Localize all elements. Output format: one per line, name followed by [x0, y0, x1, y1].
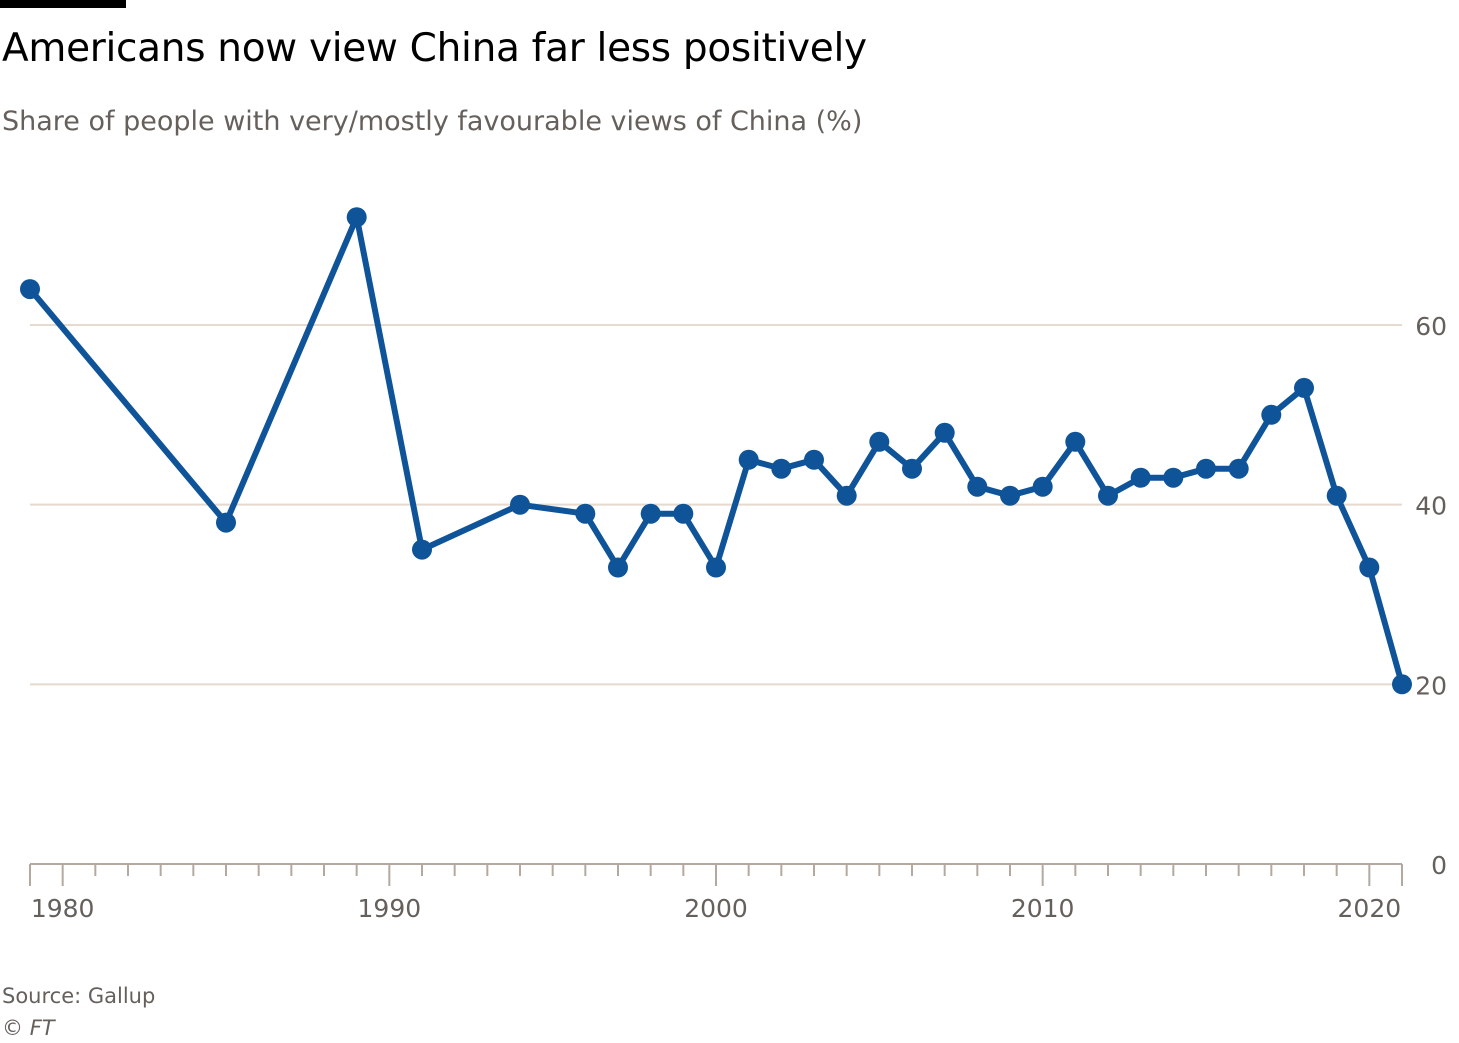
x-tick-label: 2010	[1011, 894, 1075, 923]
data-point-2007	[934, 422, 955, 443]
data-point-2011	[1065, 431, 1086, 452]
x-tick-label: 2020	[1338, 894, 1402, 923]
data-point-2014	[1163, 467, 1184, 488]
y-tick-label: 40	[1415, 492, 1447, 521]
data-point-2020	[1359, 557, 1380, 578]
copyright-note: © FT	[2, 1016, 55, 1040]
data-point-2000	[706, 557, 726, 578]
data-point-1994	[510, 494, 530, 515]
data-point-1985	[216, 512, 236, 533]
data-point-2015	[1196, 458, 1216, 479]
data-point-1991	[412, 539, 432, 560]
data-point-1997	[608, 557, 628, 578]
data-point-2001	[738, 449, 759, 470]
y-tick-label: 60	[1415, 312, 1447, 341]
brand-bar	[0, 0, 126, 8]
data-point-2009	[1000, 485, 1020, 506]
x-tick-label: 1990	[358, 894, 422, 923]
x-tick-label: 1980	[31, 894, 95, 923]
data-point-2006	[902, 458, 922, 479]
data-point-2016	[1228, 458, 1249, 479]
x-tick-label: 2000	[684, 894, 748, 923]
gridlines	[30, 324, 1402, 686]
y-tick-label: 0	[1431, 851, 1447, 880]
data-point-1979	[20, 279, 40, 300]
data-point-2008	[967, 476, 988, 497]
data-point-2013	[1130, 467, 1151, 488]
data-point-2005	[869, 431, 890, 452]
chart-title: Americans now view China far less positi…	[2, 26, 867, 71]
data-point-1996	[575, 503, 596, 524]
data-point-2003	[804, 449, 824, 470]
y-tick-label: 20	[1415, 671, 1447, 700]
y-axis-tick-labels: 0 20 40 60	[1415, 312, 1447, 880]
data-point-1999	[673, 503, 694, 524]
chart-subtitle: Share of people with very/mostly favoura…	[2, 106, 863, 137]
data-point-2004	[836, 485, 857, 506]
source-note: Source: Gallup	[2, 984, 156, 1008]
copyright-org: FT	[29, 1016, 55, 1040]
copyright-symbol: ©	[2, 1016, 23, 1040]
x-axis: 1980 1990 2000 2010 2020	[29, 863, 1403, 923]
data-point-2019	[1326, 485, 1347, 506]
data-point-1998	[640, 503, 661, 524]
series-layer	[20, 207, 1412, 695]
data-point-2017	[1261, 404, 1282, 425]
data-point-2021	[1392, 674, 1412, 695]
data-point-2012	[1098, 485, 1118, 506]
data-point-2018	[1294, 377, 1314, 398]
series-line	[27, 214, 1405, 688]
data-point-2002	[771, 458, 792, 479]
data-point-2010	[1032, 476, 1053, 497]
data-point-1989	[346, 207, 367, 228]
